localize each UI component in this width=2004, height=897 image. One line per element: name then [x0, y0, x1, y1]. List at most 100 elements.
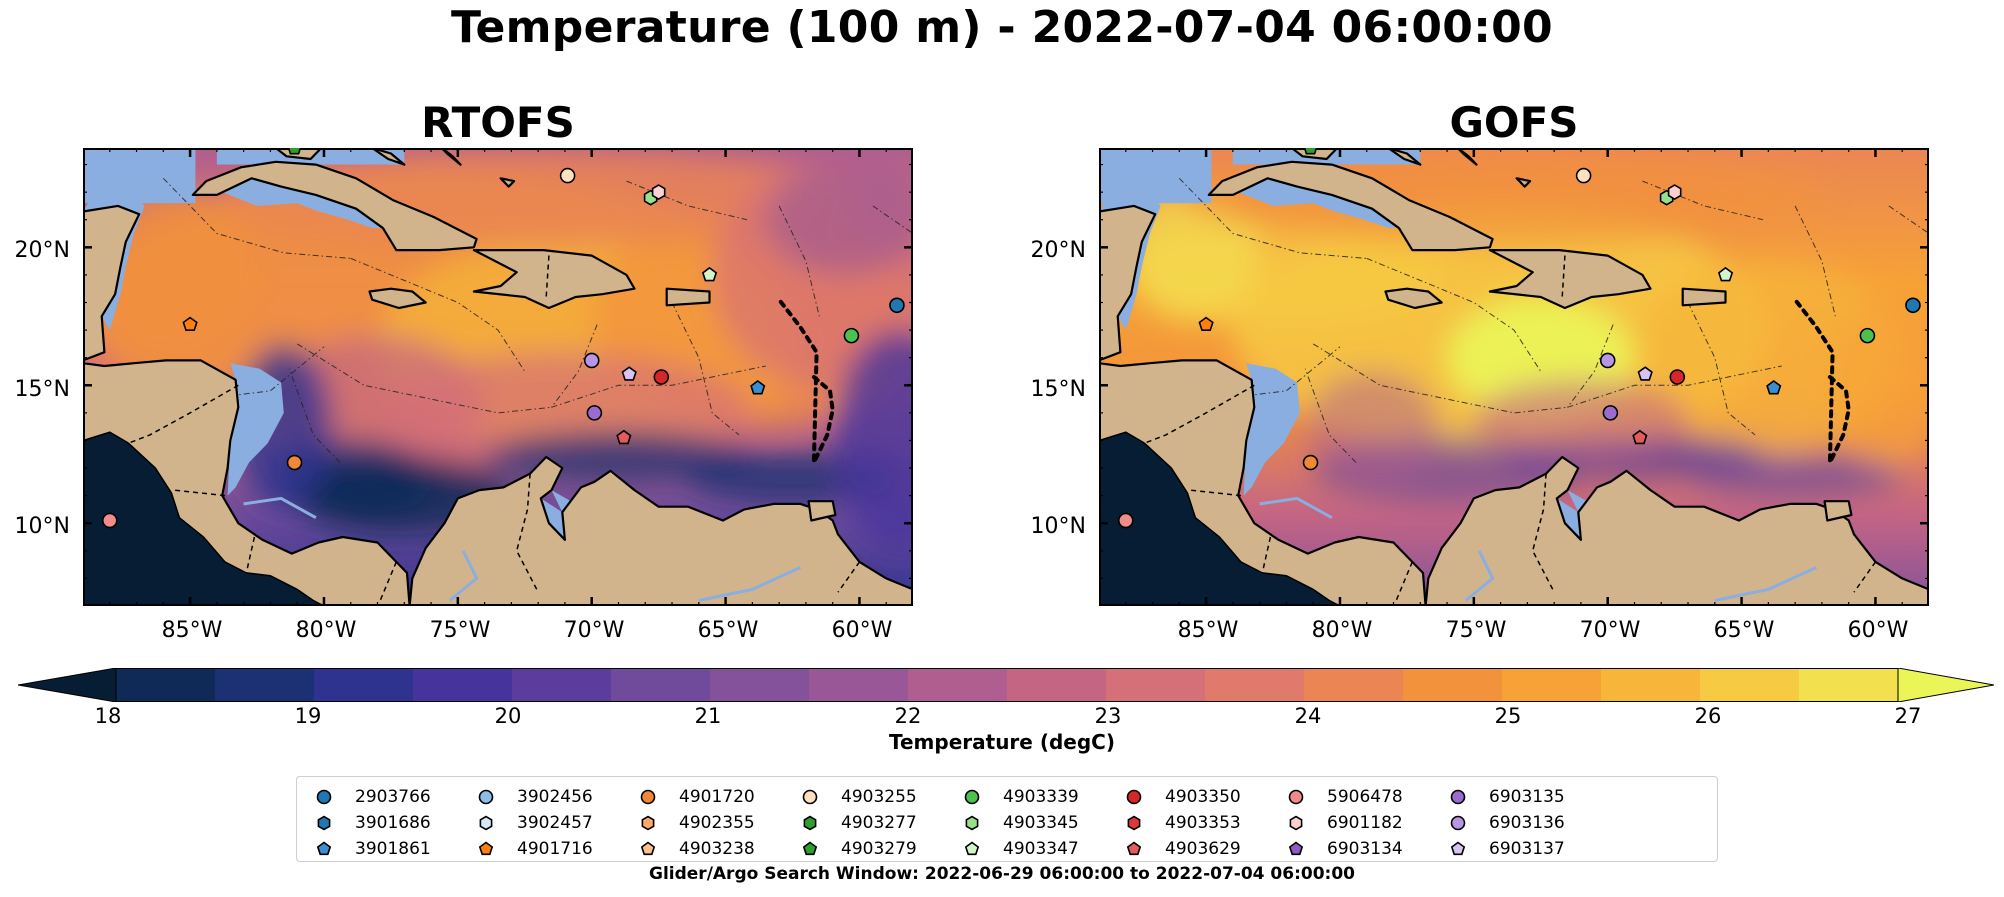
- lake-maracaibo-rtofs: [540, 498, 565, 540]
- map-canvas-rtofs: [83, 148, 913, 606]
- legend-marker-4903277: [803, 815, 817, 831]
- float-marker-4901716-gofs: [1198, 316, 1214, 331]
- colorbar-extend-high: [1897, 667, 1995, 703]
- colorbar-segment: [908, 668, 1008, 702]
- colorbar-segment: [1700, 668, 1800, 702]
- legend-marker-icon: [1126, 789, 1142, 805]
- colorbar-tick-22: 22: [894, 704, 922, 728]
- legend-label: 4902355: [679, 813, 755, 833]
- float-marker-3901861-gofs: [1766, 380, 1782, 395]
- map-panel-rtofs: [83, 148, 913, 606]
- legend-marker-icon: [802, 841, 818, 856]
- colorbar-graphic: [17, 667, 1995, 703]
- river-gofs: [1259, 496, 1333, 520]
- axis-ticks-rtofs: [83, 148, 913, 606]
- map-panel-gofs: [1099, 148, 1929, 606]
- colorbar-segment: [215, 668, 315, 702]
- legend-marker-4903238: [640, 841, 656, 856]
- legend-marker-3902456: [478, 789, 494, 805]
- colorbar-label: Temperature (degC): [889, 730, 1115, 754]
- lesser-antilles-rtofs: [777, 297, 835, 464]
- legend-marker-4902355: [641, 815, 655, 831]
- colorbar-tick-25: 25: [1494, 704, 1522, 728]
- float-marker-4903629-rtofs: [616, 429, 632, 445]
- y-tick-20n-rtofs: 20°N: [14, 238, 70, 263]
- puerto-rico-land-rtofs: [665, 287, 711, 307]
- x-tick-80w-gofs: 80°W: [1311, 618, 1373, 643]
- legend-label: 6903137: [1489, 839, 1565, 859]
- colorbar-segment: [1403, 668, 1503, 702]
- colorbar-segment: [1799, 668, 1899, 702]
- legend-marker-4903353: [1127, 815, 1141, 831]
- puerto-rico-land-gofs: [1681, 287, 1727, 307]
- colorbar-segment: [314, 668, 414, 702]
- hispaniola-land-gofs: [1488, 248, 1652, 310]
- float-marker-6901182-rtofs: [651, 184, 666, 201]
- turks-land-rtofs: [499, 177, 516, 188]
- legend-label: 2903766: [355, 787, 431, 807]
- float-marker-6903137-rtofs: [621, 366, 637, 381]
- legend-marker-6903137: [1450, 841, 1466, 856]
- float-legend: 2903766 3901686 3901861 3902456 3902457 49017…: [296, 776, 1718, 862]
- legend-marker-4903279: [802, 841, 818, 856]
- trinidad-land-gofs: [1823, 500, 1853, 522]
- legend-label: 6903134: [1327, 839, 1403, 859]
- float-marker-4903279-gofs: [1303, 148, 1318, 155]
- legend-marker-icon: [1450, 789, 1466, 805]
- legend-marker-4903339: [964, 789, 980, 805]
- legend-marker-3902457: [479, 815, 493, 831]
- south-america-land-gofs: [1424, 455, 1929, 606]
- x-tick-85w-gofs: 85°W: [1177, 618, 1239, 643]
- figure-title: Temperature (100 m) - 2022-07-04 06:00:0…: [451, 2, 1553, 53]
- legend-marker-4903347: [964, 841, 980, 856]
- country-borders-gofs: [1144, 255, 1877, 601]
- jamaica-land-rtofs: [368, 287, 427, 310]
- legend-label: 3902456: [517, 787, 593, 807]
- yucatan-land-gofs: [1099, 148, 1157, 362]
- legend-label: 3902457: [517, 813, 593, 833]
- float-marker-2903766-rtofs: [889, 297, 905, 314]
- south-america-land-rtofs: [408, 455, 913, 606]
- legend-label: 4903345: [1003, 813, 1079, 833]
- x-tick-80w-rtofs: 80°W: [295, 618, 357, 643]
- legend-marker-icon: [802, 789, 818, 805]
- colorbar-segment: [413, 668, 513, 702]
- eez-boundaries-rtofs: [162, 177, 913, 463]
- colorbar-segment: [1502, 668, 1602, 702]
- hispaniola-land-rtofs: [472, 248, 636, 310]
- colorbar-segment: [512, 668, 612, 702]
- panel-title-rtofs: RTOFS: [421, 98, 575, 147]
- map-canvas-gofs: [1099, 148, 1929, 606]
- legend-marker-icon: [965, 815, 979, 831]
- x-tick-75w-gofs: 75°W: [1445, 618, 1507, 643]
- float-marker-6903137-gofs: [1637, 366, 1653, 381]
- y-tick-15n-gofs: 15°N: [1030, 377, 1086, 402]
- legend-label: 3901686: [355, 813, 431, 833]
- float-marker-4903255-rtofs: [559, 167, 576, 184]
- lesser-antilles-gofs: [1793, 297, 1851, 464]
- colorbar-tick-19: 19: [294, 704, 322, 728]
- float-marker-4903347-gofs: [1717, 266, 1734, 282]
- trinidad-land-rtofs: [807, 500, 837, 522]
- legend-marker-icon: [1288, 841, 1304, 856]
- legend-marker-icon: [1288, 789, 1304, 805]
- colorbar-tick-18: 18: [94, 704, 122, 728]
- legend-label: 4903350: [1165, 787, 1241, 807]
- legend-marker-icon: [1127, 815, 1141, 831]
- legend-label: 6903136: [1489, 813, 1565, 833]
- shelf-south-cuba-rtofs: [222, 178, 383, 228]
- colorbar-tick-24: 24: [1294, 704, 1322, 728]
- x-tick-75w-rtofs: 75°W: [429, 618, 491, 643]
- legend-label: 4901720: [679, 787, 755, 807]
- legend-label: 4901716: [517, 839, 593, 859]
- float-marker-4903347-rtofs: [701, 266, 718, 282]
- panel-title-gofs: GOFS: [1449, 98, 1579, 147]
- river-rtofs: [243, 496, 317, 520]
- river-gofs: [1714, 566, 1818, 602]
- legend-marker-3901686: [317, 815, 331, 831]
- map-frame-gofs: [1099, 148, 1929, 606]
- legend-marker-icon: [316, 789, 332, 805]
- float-marker-4903629-gofs: [1632, 429, 1648, 445]
- legend-marker-icon: [803, 815, 817, 831]
- bahamas-land-2-gofs: [1456, 148, 1478, 166]
